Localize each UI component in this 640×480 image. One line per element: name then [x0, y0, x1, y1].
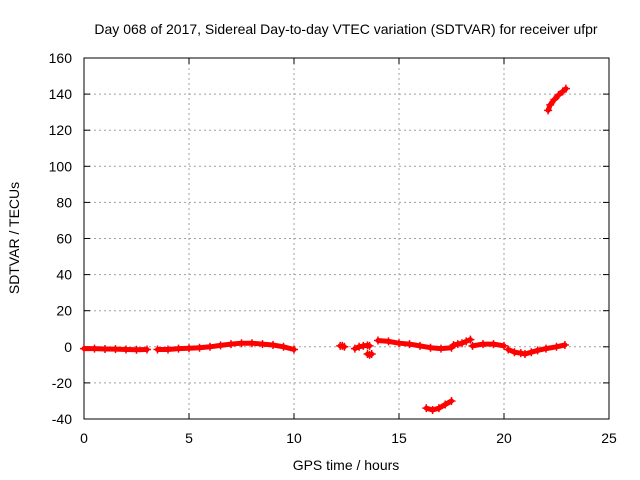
data-point [395, 339, 403, 348]
y-axis-label: SDTVAR / TECUs [6, 182, 22, 294]
data-point [437, 344, 445, 353]
data-point [365, 341, 374, 350]
data-point [527, 348, 536, 357]
data-point [516, 349, 525, 358]
data-point [340, 342, 349, 351]
data-point [416, 341, 424, 350]
data-point [458, 339, 466, 348]
data-point [546, 100, 555, 109]
data-point [367, 350, 376, 359]
data-point [384, 337, 393, 346]
data-point [554, 91, 563, 100]
data-point [122, 345, 130, 354]
data-point [552, 342, 561, 351]
data-point [550, 95, 559, 104]
data-point [510, 348, 519, 357]
y-tick-label: -20 [52, 375, 72, 391]
series-arc-10 [504, 340, 569, 359]
data-point [153, 345, 162, 354]
data-point [504, 345, 513, 354]
data-point [479, 340, 487, 349]
x-axis-label: GPS time / hours [293, 457, 400, 473]
series-arc-11 [544, 84, 570, 115]
y-tick-label: 40 [56, 267, 72, 283]
series-arc-8 [468, 340, 508, 350]
y-tick-label: 60 [56, 231, 72, 247]
y-tick-label: 80 [56, 194, 72, 210]
series-arc-2 [153, 339, 298, 354]
data-point [279, 342, 288, 351]
data-point [434, 404, 443, 413]
series-arc-5 [363, 350, 376, 359]
x-tick-label: 5 [185, 430, 193, 446]
data-point [462, 337, 471, 346]
data-point [216, 341, 225, 350]
data-point [449, 340, 458, 349]
series-arc-9 [422, 396, 456, 414]
x-tick-label: 25 [601, 430, 617, 446]
series-arc-1 [80, 344, 151, 354]
data-point [269, 340, 277, 349]
series-arc-4 [350, 341, 374, 353]
data-point [111, 345, 120, 354]
data-point [350, 344, 359, 353]
y-tick-label: 100 [49, 158, 73, 174]
x-tick-label: 20 [496, 430, 512, 446]
grid-lines [84, 58, 609, 419]
data-point [561, 84, 570, 93]
series-arc-3 [336, 341, 349, 351]
data-point [500, 341, 508, 350]
x-tick-label: 15 [391, 430, 407, 446]
data-point [206, 342, 214, 351]
axis-ticks: 0 5 10 15 20 25 -40 -20 0 20 40 60 80 100 120 140 160 [49, 50, 617, 446]
data-point [248, 339, 256, 348]
data-point [521, 350, 529, 359]
data-point [447, 396, 456, 405]
data-point [374, 336, 382, 345]
data-point [101, 344, 109, 353]
data-point [185, 344, 193, 353]
y-tick-label: -40 [52, 411, 72, 427]
x-tick-label: 10 [286, 430, 302, 446]
y-tick-label: 160 [49, 50, 73, 66]
data-point [542, 344, 550, 353]
series-arc-6 [374, 336, 456, 353]
data-point [453, 340, 462, 349]
x-tick-label: 0 [80, 430, 88, 446]
data-point [426, 343, 435, 352]
data-point [174, 344, 183, 353]
y-tick-label: 140 [49, 86, 73, 102]
data-point [560, 340, 569, 349]
data-point [80, 344, 88, 353]
data-point [132, 345, 141, 354]
chart-title: Day 068 of 2017, Sidereal Day-to-day VTE… [94, 21, 598, 37]
y-tick-label: 120 [49, 122, 73, 138]
data-point [195, 343, 204, 352]
data-points [80, 84, 570, 414]
data-point [405, 340, 414, 349]
data-point [422, 404, 431, 413]
data-point [544, 106, 553, 115]
data-point [258, 340, 267, 349]
data-point [237, 339, 246, 348]
data-point [428, 405, 437, 414]
series-arc-7 [449, 335, 475, 349]
data-point [290, 345, 298, 354]
data-point [355, 342, 364, 351]
y-tick-label: 0 [64, 339, 72, 355]
data-point [533, 346, 542, 355]
data-point [466, 335, 475, 344]
y-tick-label: 20 [56, 303, 72, 319]
data-point [468, 341, 477, 350]
data-point [143, 345, 151, 354]
data-point [441, 400, 450, 409]
data-point [227, 340, 235, 349]
data-point [164, 345, 172, 354]
data-point [489, 340, 498, 349]
data-point [90, 344, 99, 353]
